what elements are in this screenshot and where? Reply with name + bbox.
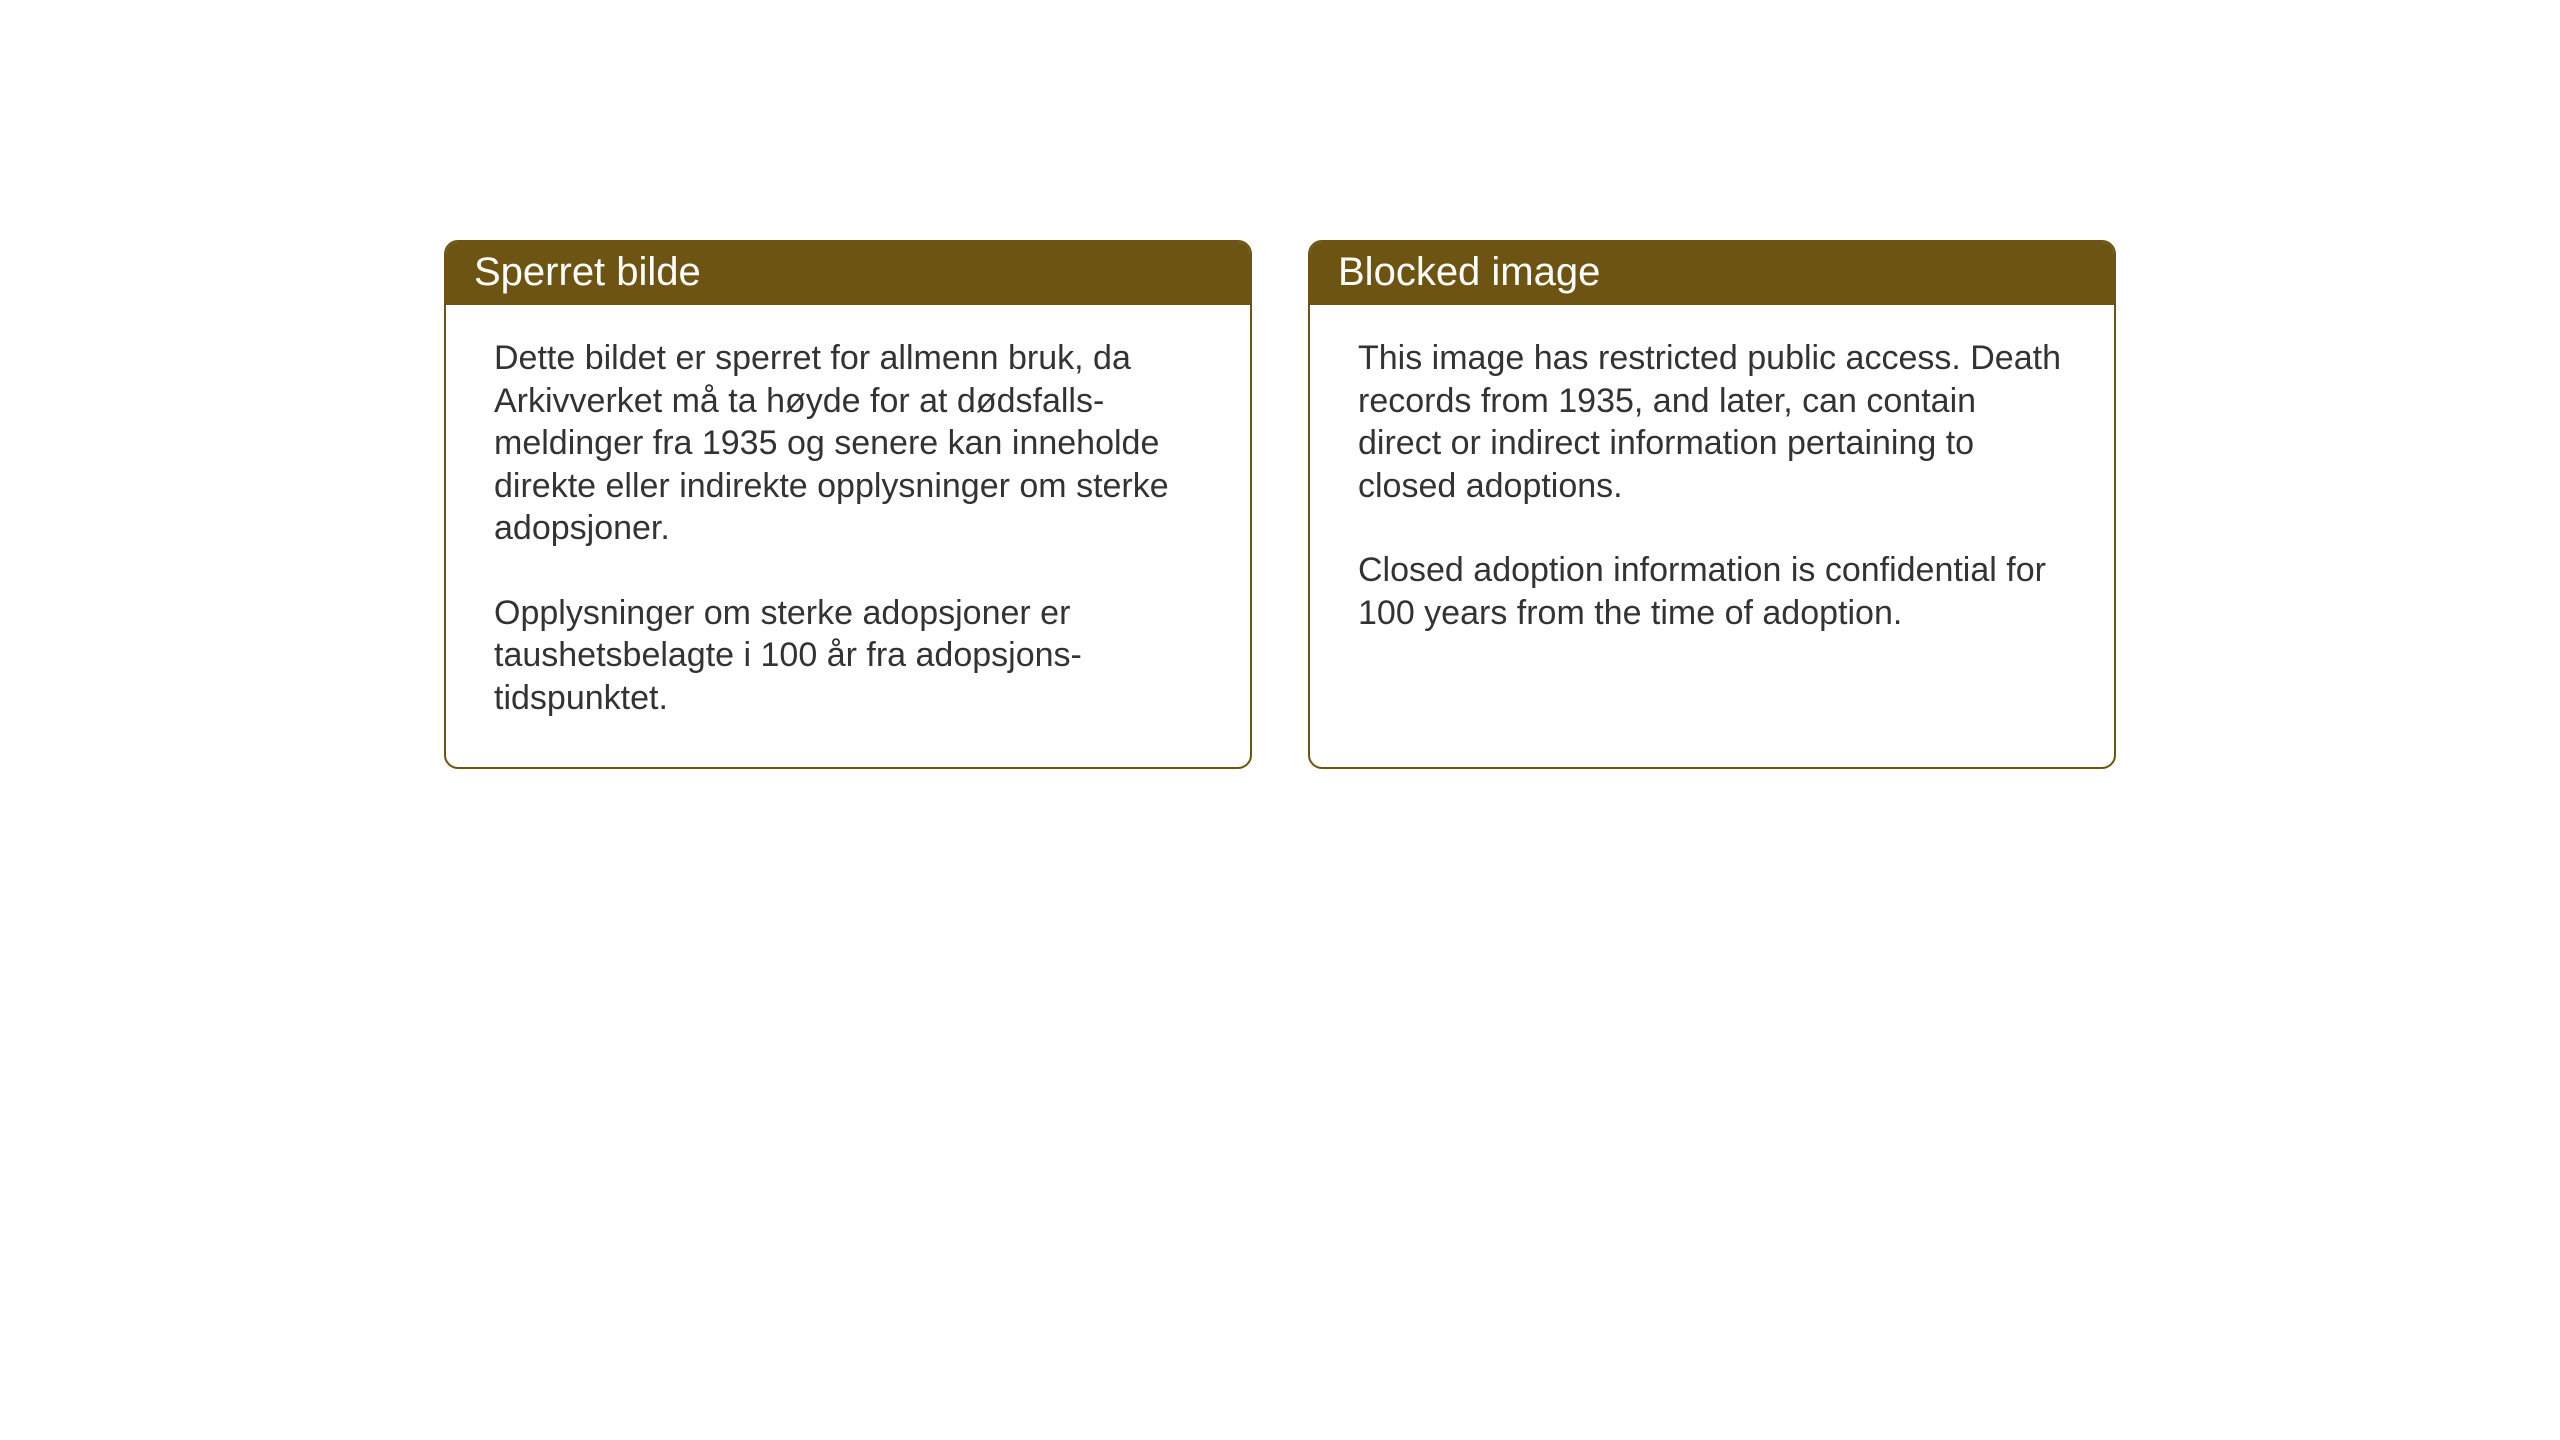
card-english: Blocked image This image has restricted … bbox=[1308, 240, 2116, 769]
card-english-paragraph-1: This image has restricted public access.… bbox=[1358, 337, 2066, 507]
card-norwegian: Sperret bilde Dette bildet er sperret fo… bbox=[444, 240, 1252, 769]
card-english-paragraph-2: Closed adoption information is confident… bbox=[1358, 549, 2066, 634]
card-norwegian-paragraph-1: Dette bildet er sperret for allmenn bruk… bbox=[494, 337, 1202, 550]
card-english-title: Blocked image bbox=[1310, 242, 2114, 305]
notice-container: Sperret bilde Dette bildet er sperret fo… bbox=[444, 240, 2116, 769]
card-norwegian-paragraph-2: Opplysninger om sterke adopsjoner er tau… bbox=[494, 592, 1202, 720]
card-english-body: This image has restricted public access.… bbox=[1310, 305, 2114, 682]
card-norwegian-body: Dette bildet er sperret for allmenn bruk… bbox=[446, 305, 1250, 767]
card-norwegian-title: Sperret bilde bbox=[446, 242, 1250, 305]
